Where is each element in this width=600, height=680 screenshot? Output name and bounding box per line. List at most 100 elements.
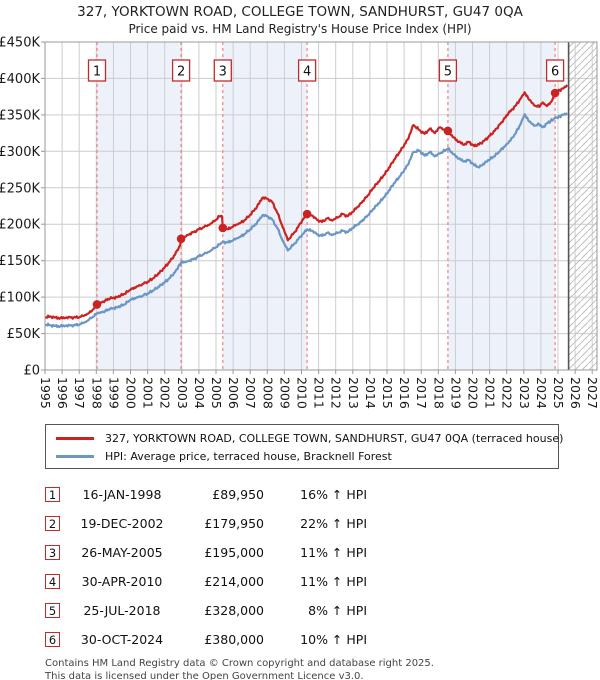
sale-price: £328,000 [204, 603, 264, 618]
sale-number-badge: 3 [45, 545, 60, 560]
sale-marker-badge: 2 [171, 59, 191, 82]
ownership-band [222, 42, 308, 370]
y-tick-label: £0 [23, 364, 40, 379]
y-tick-label: £450K [0, 36, 40, 51]
x-tick-label: 2000 [124, 377, 139, 409]
hpi-series-line [44, 112, 568, 329]
chart-title: 327, YORKTOWN ROAD, COLLEGE TOWN, SANDHU… [77, 4, 523, 20]
sale-marker-badge: 6 [545, 59, 565, 82]
sale-marker-badge: 1 [87, 59, 107, 82]
x-tick-label: 2025 [551, 377, 566, 409]
table-row: 1 16-JAN-1998 £89,950 16% ↑ HPI [45, 480, 600, 509]
x-tick-label: 2020 [466, 377, 481, 409]
sale-hpi-delta: 8% ↑ HPI [308, 603, 367, 618]
x-tick-label: 2003 [175, 377, 190, 409]
sale-price: £214,000 [204, 574, 264, 589]
x-tick-label: 2015 [380, 377, 395, 409]
sale-price: £89,950 [212, 487, 264, 502]
sale-date: 25-JUL-2018 [83, 603, 161, 618]
future-hatch-zone [568, 42, 597, 370]
x-tick-label: 2012 [329, 377, 344, 409]
x-tick-label: 2008 [260, 377, 275, 409]
sale-point-dot [176, 234, 186, 244]
sale-hpi-delta: 11% ↑ HPI [300, 545, 367, 560]
x-tick-label: 1999 [106, 377, 121, 409]
legend-item-price: 327, YORKTOWN ROAD, COLLEGE TOWN, SANDHU… [46, 429, 563, 447]
legend-label-hpi: HPI: Average price, terraced house, Brac… [105, 449, 392, 463]
price-hpi-chart: 1 2 3 4 5 6 £0 £50K £100K £150K £200K £250K £300K £35… [0, 36, 600, 409]
y-tick-label: £350K [0, 108, 40, 123]
table-row: 5 25-JUL-2018 £328,000 8% ↑ HPI [45, 596, 600, 625]
sale-marker-number: 2 [177, 65, 185, 80]
x-tick-label: 2017 [414, 377, 429, 409]
table-row: 4 30-APR-2010 £214,000 11% ↑ HPI [45, 567, 600, 596]
sale-date: 16-JAN-1998 [82, 487, 162, 502]
x-tick-label: 1997 [72, 377, 87, 409]
sale-price: £195,000 [204, 545, 264, 560]
footer: Contains HM Land Registry data © Crown c… [45, 658, 600, 680]
y-tick-label: £300K [0, 145, 40, 160]
x-tick-label: 2027 [585, 377, 600, 409]
y-tick-label: £400K [0, 72, 40, 87]
sale-marker-badge: 3 [213, 59, 232, 82]
sale-price: £179,950 [204, 516, 264, 531]
sale-date: 26-MAY-2005 [81, 545, 163, 560]
table-row: 6 30-OCT-2024 £380,000 10% ↑ HPI [45, 625, 600, 654]
sale-marker-badge: 5 [438, 59, 458, 82]
chart-titles: 327, YORKTOWN ROAD, COLLEGE TOWN, SANDHU… [0, 3, 600, 37]
sale-date: 30-OCT-2024 [80, 632, 164, 647]
y-tick-label: £150K [0, 254, 40, 269]
x-tick-label: 1996 [55, 377, 70, 409]
sales-table: 1 16-JAN-1998 £89,950 16% ↑ HPI 2 19-DEC-2002… [45, 480, 600, 654]
sale-marker-number: 5 [444, 65, 452, 80]
chart-legend: 327, YORKTOWN ROAD, COLLEGE TOWN, SANDHU… [45, 424, 563, 469]
sale-price: £380,000 [204, 632, 264, 647]
x-tick-label: 2005 [209, 377, 224, 409]
ownership-band [447, 42, 556, 370]
table-row: 3 26-MAY-2005 £195,000 11% ↑ HPI [45, 538, 600, 567]
footer-licence: This data is licensed under the Open Gov… [45, 670, 364, 680]
chart-subtitle: Price paid vs. HM Land Registry's House … [128, 22, 472, 36]
sale-number-badge: 4 [45, 574, 60, 589]
x-tick-label: 2013 [346, 377, 361, 409]
sale-marker-badge: 4 [297, 59, 317, 82]
sale-point-dot [302, 209, 312, 219]
footer-copyright: Contains HM Land Registry data © Crown c… [45, 658, 434, 669]
x-tick-label: 2007 [243, 377, 258, 409]
x-tick-label: 1998 [89, 377, 104, 409]
sale-marker-number: 4 [303, 65, 311, 80]
sale-hpi-delta: 22% ↑ HPI [300, 516, 367, 531]
sale-date: 19-DEC-2002 [80, 516, 164, 531]
sale-point-dot [443, 126, 453, 136]
sale-hpi-delta: 16% ↑ HPI [300, 487, 367, 502]
sale-point-dot [92, 300, 102, 309]
sale-hpi-delta: 10% ↑ HPI [300, 632, 367, 647]
x-tick-label: 2024 [534, 377, 549, 409]
x-tick-label: 2023 [517, 377, 532, 409]
plot-border [44, 41, 598, 371]
sale-marker-number: 3 [219, 65, 227, 80]
x-tick-label: 2022 [500, 377, 515, 409]
y-tick-label: £100K [0, 291, 40, 306]
hpi-line-swatch [56, 454, 94, 458]
sale-number-badge: 5 [45, 603, 60, 618]
y-tick-label: £250K [0, 181, 40, 196]
sale-number-badge: 1 [45, 487, 60, 502]
x-tick-label: 2016 [397, 377, 412, 409]
sale-date: 30-APR-2010 [81, 574, 163, 589]
x-tick-label: 2001 [141, 377, 156, 409]
x-tick-label: 1995 [38, 377, 53, 409]
y-tick-label: £50K [7, 327, 41, 342]
ownership-band [97, 42, 182, 370]
legend-label-price: 327, YORKTOWN ROAD, COLLEGE TOWN, SANDHU… [105, 431, 564, 445]
x-tick-label: 2009 [277, 377, 292, 409]
x-tick-label: 2004 [192, 377, 207, 409]
table-row: 2 19-DEC-2002 £179,950 22% ↑ HPI [45, 509, 600, 538]
chart-section: 1 2 3 4 5 6 £0 £50K £100K £150K £200K £250K £300K £35… [0, 3, 600, 469]
sale-hpi-delta: 11% ↑ HPI [300, 574, 367, 589]
x-tick-label: 2002 [158, 377, 173, 409]
legend-item-hpi: HPI: Average price, terraced house, Brac… [46, 447, 558, 465]
x-tick-label: 2018 [431, 377, 446, 409]
x-tick-label: 2021 [483, 377, 498, 409]
